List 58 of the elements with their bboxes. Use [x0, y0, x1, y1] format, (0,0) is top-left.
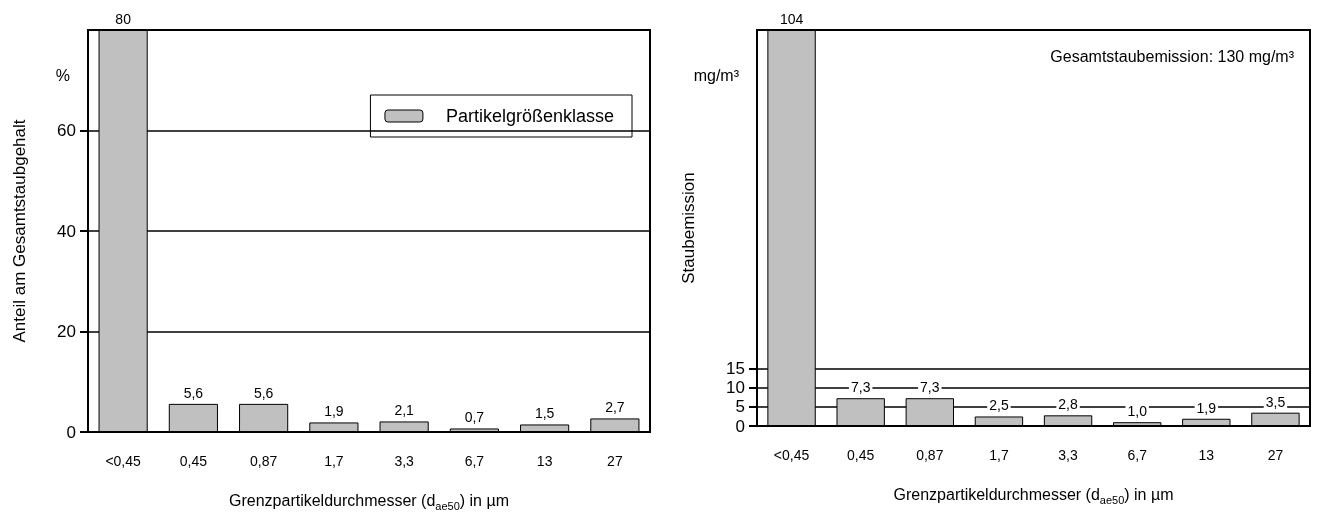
text: % [55, 66, 70, 84]
y-axis-title: Anteil am Gesamtstaubgehalt [10, 119, 29, 343]
data-label: 1,5 [534, 405, 555, 422]
data-label: 1,9 [1196, 399, 1217, 416]
x-tick-label: 3,3 [1058, 447, 1078, 463]
y-tick-label: 15 [726, 359, 745, 379]
data-label: 2,8 [1058, 396, 1078, 413]
data-label: 7,3 [920, 379, 940, 396]
y-tick-label: 0 [735, 416, 745, 436]
y-axis-title: Staubemission [679, 172, 698, 284]
x-tick-label: 6,7 [1127, 447, 1148, 463]
data-label: 2,7 [605, 399, 625, 416]
data-label: 0,7 [464, 409, 485, 426]
bar [1251, 412, 1300, 426]
x-tick-label: 13 [536, 453, 553, 469]
x-tick-label: 3,3 [394, 453, 415, 469]
bar [590, 418, 640, 432]
bar [379, 421, 429, 432]
y-tick-label: 5 [735, 397, 745, 417]
data-label: 1,0 [1127, 403, 1148, 420]
data-label: 2,5 [989, 397, 1009, 414]
data-label: 2,1 [394, 402, 415, 419]
data-label: 80 [115, 11, 132, 27]
y-tick-label: 40 [57, 221, 76, 241]
x-tick-label: 27 [1267, 447, 1284, 463]
bar [309, 422, 359, 432]
x-tick-label: 6,7 [464, 453, 485, 469]
data-label: 3,5 [1265, 393, 1286, 410]
bar [1043, 415, 1093, 426]
x-tick-label: 13 [1198, 447, 1215, 463]
y-tick-label: 20 [57, 322, 76, 341]
data-label: 104 [779, 11, 804, 27]
data-label: 7,3 [850, 379, 871, 396]
data-label: 1,9 [324, 403, 344, 420]
bar [520, 424, 570, 432]
x-tick-label: 1,7 [324, 453, 344, 469]
bar [1182, 418, 1231, 426]
x-tick-label: <0,45 [105, 453, 142, 469]
y-tick-label: 60 [57, 121, 76, 140]
x-tick-label: <0,45 [773, 447, 810, 463]
x-tick-label: 0,87 [916, 447, 944, 463]
text: mg/m³ [693, 66, 740, 84]
bar [239, 403, 289, 432]
x-tick-label: 1,7 [989, 447, 1009, 463]
x-tick-label: 0,45 [847, 447, 875, 463]
y-tick-label: 10 [726, 378, 745, 398]
bar [974, 416, 1024, 426]
x-tick-label: 27 [607, 453, 623, 469]
data-label: 5,6 [183, 384, 204, 401]
data-label: 5,6 [253, 384, 274, 401]
bar [168, 403, 218, 432]
x-tick-label: 0,87 [250, 453, 278, 469]
legend-label: Partikelgrößenklasse [445, 106, 614, 126]
y-tick-label: 0 [66, 422, 76, 442]
annotation: Gesamtstaubemission: 130 mg/m³ [1050, 47, 1295, 65]
bar [1112, 422, 1162, 426]
bar [449, 428, 499, 432]
x-tick-label: 0,45 [179, 453, 208, 469]
